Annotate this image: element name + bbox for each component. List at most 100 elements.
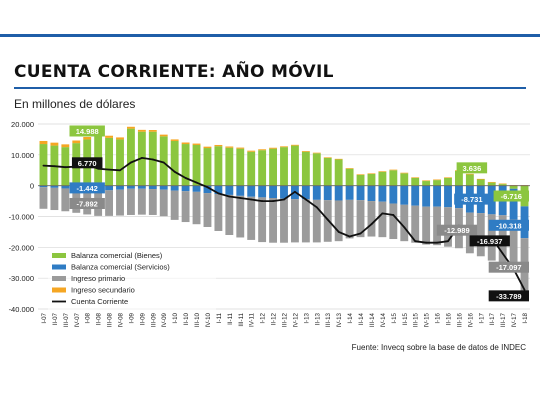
current-account-point (414, 240, 417, 243)
current-account-point (239, 197, 242, 199)
bar-secondary-income (487, 181, 496, 183)
bar-goods (345, 168, 354, 186)
bar-services (334, 185, 343, 201)
x-tick-label: II-12 (271, 312, 278, 325)
bar-secondary-income (389, 169, 398, 171)
bar-services (433, 185, 442, 207)
bar-services (356, 185, 365, 201)
bar-primary-income (422, 206, 431, 245)
bar-services (225, 185, 234, 195)
x-tick-label: IV-13 (336, 312, 343, 327)
bar-services (269, 185, 278, 198)
data-label-box (454, 193, 490, 205)
current-account-point (425, 241, 428, 244)
current-account-point (130, 161, 132, 164)
bar-goods (280, 147, 288, 186)
x-tick-label: IV-08 (118, 312, 125, 327)
bar-secondary-income (312, 152, 321, 154)
bar-primary-income (236, 195, 245, 238)
x-tick-label: II-13 (314, 312, 321, 325)
bar-goods (509, 185, 518, 189)
current-account-point (64, 166, 67, 169)
bar-primary-income (269, 198, 278, 243)
bar-services (50, 185, 59, 188)
data-label: 6.770 (78, 159, 97, 168)
current-account-point (523, 288, 526, 291)
bar-services (301, 185, 310, 200)
bar-services (148, 185, 157, 190)
data-label: -10.318 (496, 221, 521, 230)
legend-label: Balanza comercial (Servicios) (71, 263, 170, 272)
bar-services (444, 185, 452, 208)
current-account-point (501, 252, 504, 255)
bar-secondary-income (498, 183, 507, 185)
current-account-point (294, 190, 296, 193)
data-label-box (69, 197, 105, 209)
bar-goods (258, 150, 267, 186)
data-label: -6.716 (501, 192, 522, 201)
data-label: 3.636 (462, 164, 481, 173)
bar-secondary-income (400, 172, 409, 174)
bar-primary-income (181, 191, 190, 223)
bar-services (487, 185, 496, 215)
bar-primary-income (50, 187, 59, 211)
bar-secondary-income (356, 174, 365, 175)
current-account-point (326, 218, 329, 221)
bar-goods (126, 128, 135, 186)
current-account-point (42, 164, 45, 167)
bar-services (312, 185, 321, 200)
x-tick-label: I-10 (172, 312, 179, 323)
data-label-box (456, 162, 488, 174)
bar-goods (367, 173, 376, 186)
bar-primary-income (170, 190, 179, 220)
bar-secondary-income (301, 150, 310, 152)
x-tick-label: IV-17 (511, 312, 518, 327)
bar-goods (433, 180, 442, 186)
bar-services (367, 185, 376, 202)
legend-label: Balanza comercial (Bienes) (71, 251, 163, 260)
bar-goods (476, 179, 485, 186)
bar-primary-income (301, 199, 310, 243)
bar-secondary-income (334, 158, 343, 160)
bar-primary-income (116, 189, 124, 216)
bar-services (236, 185, 245, 196)
bar-secondary-income (126, 126, 135, 129)
current-account-point (261, 200, 264, 202)
current-account-point (436, 241, 438, 244)
current-account-point (381, 212, 384, 215)
x-tick-label: III-08 (107, 312, 114, 327)
current-account-point (217, 192, 220, 195)
bar-primary-income (345, 199, 354, 239)
bar-goods (389, 170, 398, 186)
data-label: -33.789 (496, 292, 521, 301)
bar-goods (454, 170, 463, 186)
bar-services (378, 185, 387, 202)
bar-goods (192, 144, 201, 186)
current-account-point (403, 226, 406, 229)
bar-secondary-income (148, 130, 157, 132)
bar-goods (105, 137, 114, 186)
x-tick-label: III-15 (413, 312, 420, 327)
bar-secondary-income (433, 179, 442, 181)
bar-primary-income (61, 188, 70, 212)
bar-primary-income (411, 205, 420, 243)
bar-goods (323, 157, 332, 186)
current-account-point (348, 235, 351, 238)
bar-secondary-income (203, 146, 212, 149)
bar-secondary-income (280, 146, 288, 148)
bar-goods (378, 171, 387, 186)
bar-secondary-income (105, 135, 114, 138)
bar-primary-income (258, 197, 267, 243)
data-label-box (493, 190, 529, 202)
x-tick-label: IV-12 (292, 312, 299, 327)
current-account-point (315, 206, 318, 209)
bar-secondary-income (159, 134, 168, 137)
data-label: 14.988 (76, 127, 99, 136)
bar-services (116, 185, 124, 190)
bar-services (61, 185, 70, 189)
bar-secondary-income (116, 137, 124, 140)
data-label-box (469, 235, 510, 247)
top-accent-bar (0, 34, 540, 37)
x-tick-label: III-14 (369, 312, 376, 327)
bar-services (39, 185, 48, 188)
